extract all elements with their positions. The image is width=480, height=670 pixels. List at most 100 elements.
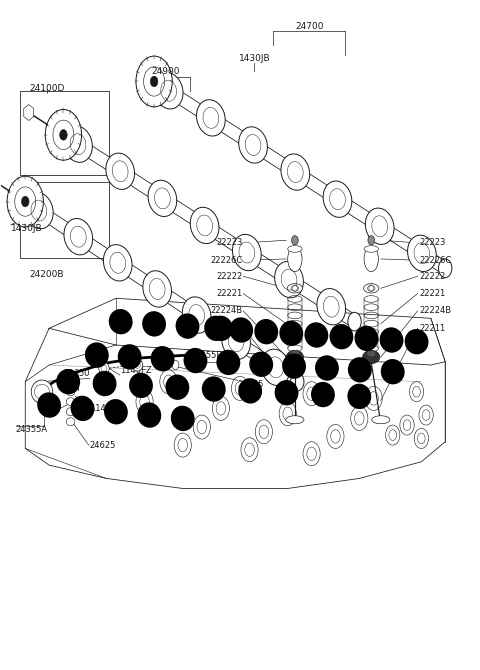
Text: 22221: 22221 <box>216 289 242 298</box>
Ellipse shape <box>286 350 303 364</box>
Ellipse shape <box>118 344 142 370</box>
Ellipse shape <box>222 323 251 359</box>
Ellipse shape <box>367 285 375 291</box>
Ellipse shape <box>288 246 302 253</box>
Text: 24355B: 24355B <box>191 351 223 360</box>
Circle shape <box>60 129 67 140</box>
Ellipse shape <box>85 342 109 368</box>
Ellipse shape <box>282 354 306 379</box>
Ellipse shape <box>229 318 253 342</box>
Text: 22223: 22223 <box>419 239 445 247</box>
Text: 22221: 22221 <box>419 289 445 298</box>
Ellipse shape <box>355 326 378 351</box>
Text: 22226C: 22226C <box>210 256 242 265</box>
Ellipse shape <box>363 350 380 364</box>
Ellipse shape <box>381 359 405 385</box>
Ellipse shape <box>31 380 53 403</box>
Text: 24625: 24625 <box>238 381 264 389</box>
Text: 24700: 24700 <box>295 21 324 31</box>
Ellipse shape <box>348 384 371 409</box>
Ellipse shape <box>238 378 262 403</box>
Text: 22211: 22211 <box>419 324 445 333</box>
Ellipse shape <box>93 371 117 396</box>
Polygon shape <box>24 105 34 121</box>
Ellipse shape <box>196 100 225 136</box>
Text: 1140FZ: 1140FZ <box>120 366 151 375</box>
Ellipse shape <box>281 154 310 190</box>
Text: 22223: 22223 <box>216 239 242 247</box>
Text: 24100D: 24100D <box>29 84 64 92</box>
Ellipse shape <box>288 247 302 271</box>
Ellipse shape <box>166 375 189 400</box>
Ellipse shape <box>129 373 153 398</box>
Circle shape <box>22 196 29 207</box>
Ellipse shape <box>275 380 299 405</box>
Ellipse shape <box>66 417 75 425</box>
Ellipse shape <box>249 352 273 377</box>
Text: 24900: 24900 <box>152 67 180 76</box>
Ellipse shape <box>190 207 219 244</box>
Ellipse shape <box>204 316 228 341</box>
Text: 24625: 24625 <box>90 441 116 450</box>
Circle shape <box>45 109 82 160</box>
Ellipse shape <box>66 408 75 415</box>
Ellipse shape <box>99 362 109 375</box>
Text: 22222: 22222 <box>419 272 445 281</box>
Ellipse shape <box>182 297 211 333</box>
Ellipse shape <box>287 283 302 293</box>
Circle shape <box>368 236 374 245</box>
Ellipse shape <box>64 126 92 162</box>
Ellipse shape <box>216 350 240 375</box>
Ellipse shape <box>290 373 304 391</box>
Ellipse shape <box>317 289 346 325</box>
Ellipse shape <box>37 393 61 418</box>
Text: 1430JB: 1430JB <box>11 224 43 232</box>
Ellipse shape <box>405 329 429 354</box>
Circle shape <box>150 76 158 87</box>
Ellipse shape <box>275 261 303 297</box>
Text: 22222: 22222 <box>216 272 242 281</box>
Ellipse shape <box>209 316 233 341</box>
Ellipse shape <box>239 127 267 163</box>
Ellipse shape <box>329 324 353 349</box>
Ellipse shape <box>148 180 177 216</box>
Ellipse shape <box>183 348 207 373</box>
Ellipse shape <box>311 382 335 407</box>
Text: 24355A: 24355A <box>16 425 48 434</box>
Ellipse shape <box>439 259 452 277</box>
Ellipse shape <box>348 357 372 383</box>
Ellipse shape <box>279 321 303 346</box>
Ellipse shape <box>290 350 300 357</box>
Ellipse shape <box>323 181 352 217</box>
Ellipse shape <box>380 328 404 352</box>
Ellipse shape <box>202 377 226 402</box>
Ellipse shape <box>104 399 128 424</box>
Ellipse shape <box>66 388 75 396</box>
Ellipse shape <box>71 396 95 421</box>
Text: 22224B: 22224B <box>419 306 451 316</box>
Ellipse shape <box>408 235 436 271</box>
Bar <box>21 182 109 258</box>
Ellipse shape <box>364 246 378 253</box>
Text: 1430JB: 1430JB <box>239 54 270 62</box>
Ellipse shape <box>348 312 361 331</box>
Circle shape <box>7 176 43 227</box>
Ellipse shape <box>142 311 166 336</box>
Ellipse shape <box>254 319 278 344</box>
Ellipse shape <box>109 309 132 334</box>
Ellipse shape <box>291 285 299 291</box>
Ellipse shape <box>143 271 171 307</box>
Text: 22224B: 22224B <box>210 306 242 316</box>
Circle shape <box>291 236 298 245</box>
Circle shape <box>136 56 172 107</box>
Ellipse shape <box>66 398 75 406</box>
Text: 22212: 22212 <box>216 324 242 333</box>
Ellipse shape <box>137 403 161 427</box>
Ellipse shape <box>154 72 183 109</box>
Ellipse shape <box>366 350 376 357</box>
Ellipse shape <box>151 346 175 371</box>
Text: 24200B: 24200B <box>29 271 64 279</box>
Ellipse shape <box>364 247 378 271</box>
Text: 39650: 39650 <box>63 369 90 379</box>
Ellipse shape <box>286 415 304 423</box>
